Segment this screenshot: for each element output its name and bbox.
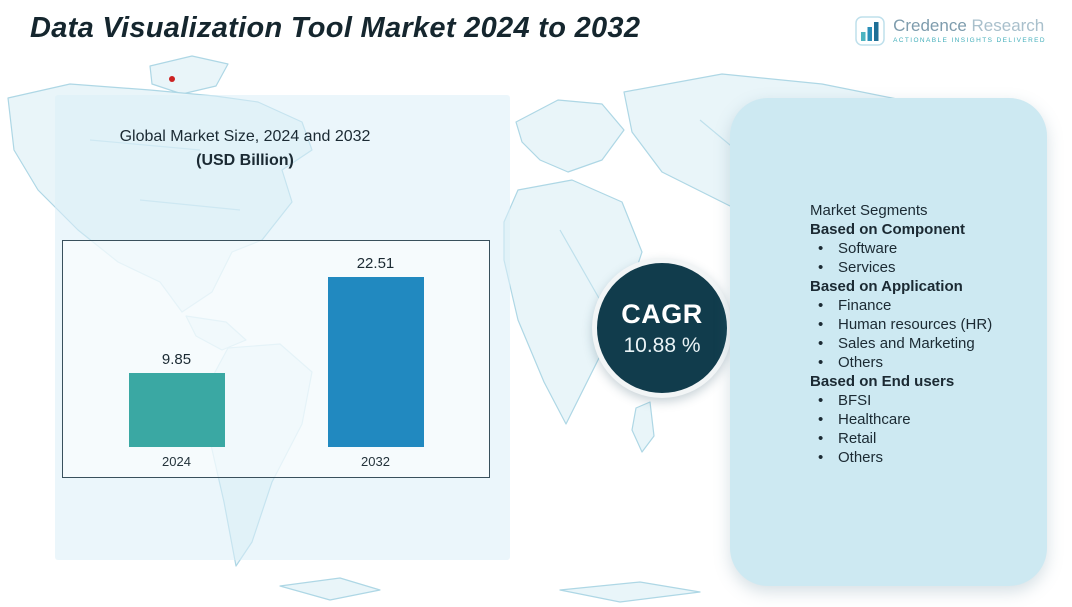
page-title: Data Visualization Tool Market 2024 to 2…: [30, 12, 641, 44]
bullet-icon: •: [818, 335, 824, 352]
bullet-icon: •: [818, 297, 824, 314]
segment-item: • Finance: [810, 296, 1035, 315]
bullet-icon: •: [818, 392, 824, 409]
segment-group-heading: Based on Application: [810, 278, 963, 295]
bar-column: 9.85 2024: [128, 351, 225, 471]
credence-logo: Credence Research Actionable Insights De…: [855, 16, 1046, 46]
chart-title: Global Market Size, 2024 and 2032: [119, 128, 371, 145]
bar: [327, 277, 424, 447]
bullet-icon: •: [818, 316, 824, 333]
segment-item: • Software: [810, 239, 1035, 258]
segment-item-label: Services: [838, 259, 896, 276]
cagr-label: CAGR: [621, 298, 703, 329]
map-madagascar: [631, 401, 655, 453]
bar-value-label: 22.51: [356, 255, 395, 272]
credence-logo-text: Credence Research Actionable Insights De…: [893, 16, 1046, 44]
segment-item: • BFSI: [810, 391, 1035, 410]
chart-title-block: Global Market Size, 2024 and 2032 (USD B…: [70, 128, 420, 170]
segment-item-label: BFSI: [838, 392, 872, 409]
credence-logo-icon: [855, 16, 885, 46]
bullet-icon: •: [818, 411, 824, 428]
map-greenland: [149, 55, 229, 95]
bullet-icon: •: [818, 449, 824, 466]
segment-item-label: Healthcare: [838, 411, 911, 428]
segment-item-label: Retail: [838, 430, 877, 447]
segment-item-label: Sales and Marketing: [838, 335, 975, 352]
logo-name: Credence Research: [893, 16, 1046, 35]
logo-name-credence: Credence: [893, 16, 967, 35]
logo-tagline: Actionable Insights Delivered: [893, 37, 1046, 44]
bar-category-label: 2024: [162, 454, 191, 469]
segment-item-label: Others: [838, 354, 884, 371]
segments-groups: Based on Component • Software • Services Base…: [810, 220, 1035, 467]
map-europe: [515, 99, 625, 173]
segments-content: Market Segments Based on Component • Softw…: [810, 201, 1035, 467]
bullet-icon: •: [818, 430, 824, 447]
segment-item: • Sales and Marketing: [810, 334, 1035, 353]
bar-chart: 9.85 2024 22.51 2032: [62, 240, 490, 478]
bullet-icon: •: [818, 259, 824, 276]
segment-item-label: Finance: [838, 297, 892, 314]
bullet-icon: •: [818, 240, 824, 257]
segment-item: • Healthcare: [810, 410, 1035, 429]
segment-item-label: Human resources (HR): [838, 316, 993, 333]
segments-panel: Market Segments Based on Component • Softw…: [730, 98, 1047, 586]
segment-group-heading: Based on End users: [810, 373, 955, 390]
segments-title: Market Segments: [810, 202, 928, 219]
segment-item-label: Others: [838, 449, 884, 466]
bar: [128, 373, 225, 447]
chart-subtitle: (USD Billion): [196, 152, 294, 169]
map-marker-dot: [169, 76, 175, 82]
segment-item: • Retail: [810, 429, 1035, 448]
segment-item-label: Software: [838, 240, 898, 257]
map-antarctica-2: [559, 581, 701, 603]
map-antarctica-1: [279, 577, 381, 601]
bullet-icon: •: [818, 354, 824, 371]
segment-group-heading: Based on Component: [810, 221, 966, 238]
bar-category-label: 2032: [361, 454, 390, 469]
logo-name-research: Research: [966, 16, 1045, 35]
segment-item: • Human resources (HR): [810, 315, 1035, 334]
cagr-value: 10.88 %: [623, 333, 701, 357]
bar-value-label: 9.85: [161, 351, 192, 368]
cagr-badge: CAGR 10.88 %: [592, 258, 732, 398]
segment-item: • Others: [810, 448, 1035, 467]
segment-item: • Others: [810, 353, 1035, 372]
bar-column: 22.51 2032: [327, 255, 424, 471]
segment-item: • Services: [810, 258, 1035, 277]
